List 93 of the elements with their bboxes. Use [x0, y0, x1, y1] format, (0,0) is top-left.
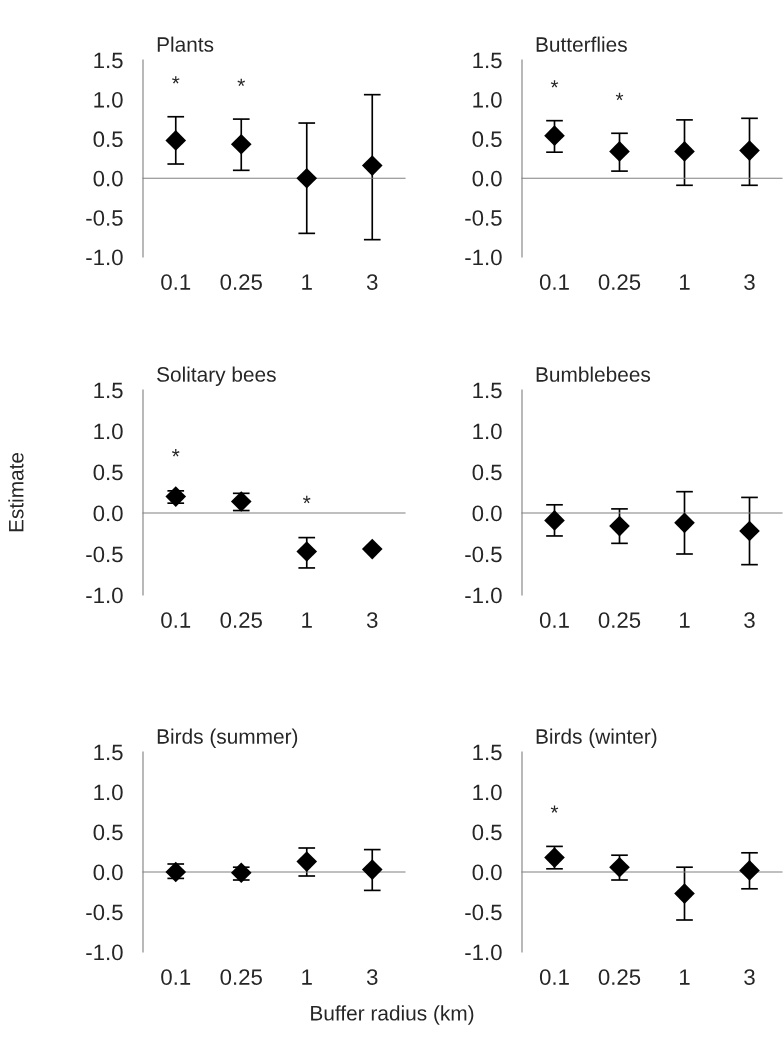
y-tick-label: 1.0: [94, 91, 123, 108]
point: [296, 541, 318, 562]
point: [544, 510, 565, 531]
y-tick-label: -1.0: [465, 587, 502, 604]
point: [674, 141, 695, 162]
point: [544, 125, 565, 146]
x-tick-label: 0.25: [220, 969, 262, 985]
point: [296, 851, 318, 872]
y-tick-label: 1.5: [473, 382, 502, 399]
y-tick-label: 0.5: [93, 131, 123, 148]
x-tick-label: 0.25: [598, 612, 641, 628]
chart-title: Plants: [157, 36, 214, 52]
x-tick-label: 3: [366, 612, 378, 628]
x-tick-label: 3: [744, 274, 755, 290]
y-tick-label: 1.0: [473, 784, 502, 801]
y-tick-label: -1.0: [86, 249, 123, 266]
x-tick-label: 0.25: [598, 969, 641, 985]
x-tick-label: 1: [680, 274, 690, 290]
point: [739, 860, 760, 881]
point: [609, 141, 630, 162]
data-label: *: [172, 76, 180, 84]
y-tick-label: -0.5: [86, 210, 123, 226]
x-tick-label: 3: [366, 969, 378, 985]
chart-title: Birds (winter): [536, 728, 657, 748]
data-label: *: [172, 449, 180, 457]
y-tick-label: -0.5: [465, 210, 502, 226]
x-tick-label: 1: [302, 969, 312, 985]
point: [674, 883, 695, 904]
x-tick-label: 1: [302, 274, 312, 290]
y-tick-label: 0.0: [472, 864, 502, 881]
point: [361, 859, 383, 880]
y-tick-label: 0.0: [93, 170, 123, 187]
y-tick-label: 1.5: [94, 52, 123, 69]
point: [165, 130, 187, 151]
x-axis-title: Buffer radius (km): [311, 1005, 474, 1025]
y-tick-label: 1.5: [94, 382, 123, 399]
point: [674, 512, 695, 534]
y-tick-label: 0.5: [93, 464, 123, 481]
point: [739, 140, 760, 161]
y-tick-label: -1.0: [465, 944, 502, 961]
x-tick-label: 0.1: [161, 274, 191, 290]
chart-title: Solitary bees: [157, 366, 276, 386]
y-tick-label: -0.5: [465, 546, 502, 563]
y-tick-label: 0.0: [93, 505, 123, 522]
x-tick-label: 0.1: [539, 612, 569, 628]
point: [361, 538, 383, 560]
x-tick-label: 0.25: [598, 274, 641, 290]
y-tick-label: -1.0: [86, 944, 123, 961]
x-tick-label: 0.25: [220, 612, 262, 628]
y-tick-label: 0.0: [472, 505, 502, 522]
x-tick-label: 0.1: [161, 969, 191, 985]
y-tick-label: -1.0: [86, 587, 123, 604]
y-tick-label: 1.5: [473, 52, 502, 69]
y-tick-label: 0.5: [472, 464, 502, 481]
data-label: *: [550, 80, 559, 88]
y-tick-label: 1.0: [94, 784, 123, 801]
y-tick-label: 0.0: [472, 170, 502, 187]
y-tick-label: 1.0: [473, 91, 502, 108]
y-tick-label: 1.5: [473, 744, 502, 761]
x-tick-label: 1: [302, 612, 312, 628]
x-tick-label: 0.1: [161, 612, 191, 628]
y-tick-label: -0.5: [86, 546, 123, 563]
y-tick-label: 1.5: [94, 744, 123, 761]
y-tick-label: -0.5: [465, 904, 502, 921]
point: [609, 515, 630, 537]
point: [361, 155, 383, 176]
point: [739, 520, 760, 542]
x-tick-label: 0.1: [539, 969, 569, 985]
y-tick-label: 0.5: [472, 824, 502, 841]
y-tick-label: -0.5: [86, 904, 123, 921]
point: [296, 167, 318, 189]
y-tick-label: 0.5: [472, 131, 502, 148]
data-label: *: [550, 805, 559, 813]
data-label: *: [303, 495, 311, 504]
y-tick-label: 1.0: [473, 423, 502, 440]
data-label: *: [615, 92, 624, 101]
chart-title: Bumblebees: [536, 366, 651, 382]
x-tick-label: 0.25: [220, 274, 262, 290]
y-axis-title: Estimate: [8, 452, 24, 532]
x-tick-label: 0.1: [539, 274, 569, 290]
x-tick-label: 1: [680, 969, 690, 985]
data-label: *: [237, 78, 245, 86]
chart-title: Butterflies: [536, 36, 627, 52]
y-tick-label: 0.0: [93, 864, 123, 881]
x-tick-label: 3: [744, 612, 755, 628]
y-tick-label: -1.0: [465, 249, 502, 266]
x-tick-label: 3: [366, 274, 378, 290]
x-tick-label: 1: [680, 612, 690, 628]
point: [230, 134, 252, 155]
y-tick-label: 1.0: [94, 423, 123, 440]
chart-title: Birds (summer): [157, 728, 298, 748]
x-tick-label: 3: [744, 969, 755, 985]
y-tick-label: 0.5: [93, 824, 123, 841]
